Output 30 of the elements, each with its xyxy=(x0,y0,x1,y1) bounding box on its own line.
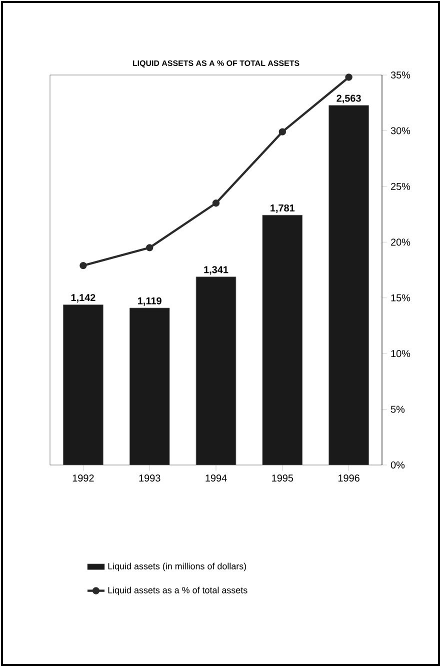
legend-label: Liquid assets as a % of total assets xyxy=(108,586,248,596)
point xyxy=(278,128,286,136)
x-tick-label: 1992 xyxy=(72,474,94,482)
bar xyxy=(328,105,369,465)
point xyxy=(345,74,352,81)
y2-tick-label: 15% xyxy=(391,294,410,302)
x-tick-label: 1993 xyxy=(139,474,160,482)
data-label: 1,341 xyxy=(204,266,228,275)
x-tick-label: 1996 xyxy=(338,474,360,482)
y2-tick-label: 5% xyxy=(390,406,405,413)
data-label: 1,119 xyxy=(138,297,162,306)
y2-tick-label: 0% xyxy=(390,461,405,469)
y2-tick-label: 10% xyxy=(391,350,410,358)
y2-tick-label: 30% xyxy=(390,127,410,134)
y2-tick-label: 20% xyxy=(391,238,410,246)
x-tick-label: 1994 xyxy=(206,474,227,482)
y2-tick-label: 25% xyxy=(391,182,410,190)
x-tick-label: 1995 xyxy=(272,474,294,482)
data-label: 2,563 xyxy=(336,94,361,104)
y2-tick-label: 35% xyxy=(390,71,410,79)
bar xyxy=(262,214,303,465)
bar xyxy=(196,276,236,465)
data-label: 1,142 xyxy=(71,294,96,303)
point xyxy=(80,262,87,270)
point xyxy=(212,200,220,207)
bar xyxy=(129,308,170,465)
bar xyxy=(63,304,104,465)
data-label: 1,781 xyxy=(270,204,295,213)
point xyxy=(146,244,154,252)
legend-label: Liquid assets (in millions of dollars) xyxy=(108,562,246,572)
